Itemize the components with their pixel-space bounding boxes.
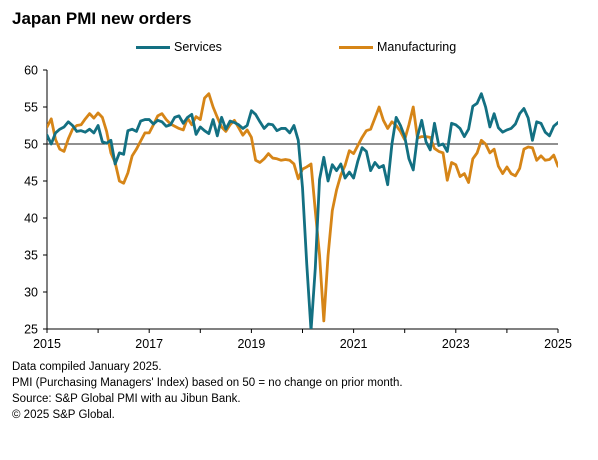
y-tick-label: 35 [24,249,38,263]
chart-title: Japan PMI new orders [12,9,192,28]
legend-item-services: Services [136,40,222,54]
y-tick-label: 50 [24,138,38,152]
note-line: Source: S&P Global PMI with au Jibun Ban… [12,393,241,405]
y-tick-label: 60 [24,64,38,78]
legend-label-services: Services [174,40,222,54]
y-tick-label: 30 [24,286,38,300]
legend-swatch-manufacturing [339,45,373,49]
note-line: Data compiled January 2025. [12,361,162,373]
series-line-manufacturing [47,92,558,323]
x-tick-label: 2023 [442,337,470,351]
x-tick-label: 2019 [237,337,265,351]
x-tick-label: 2015 [33,337,61,351]
y-tick-label: 55 [24,101,38,115]
note-line: PMI (Purchasing Managers' Index) based o… [12,377,403,389]
x-tick-label: 2021 [340,337,368,351]
chart-notes: Data compiled January 2025. PMI (Purchas… [12,359,403,423]
legend-swatch-services [136,45,170,49]
series-line-services [47,92,558,329]
y-tick-label: 45 [24,175,38,189]
y-tick-label: 40 [24,212,38,226]
y-tick-label: 25 [24,323,38,337]
note-line: © 2025 S&P Global. [12,409,115,421]
x-tick-label: 2017 [135,337,163,351]
legend-item-manufacturing: Manufacturing [339,40,456,54]
chart-legend: Services Manufacturing [0,40,598,58]
legend-label-manufacturing: Manufacturing [377,40,457,54]
x-tick-label: 2025 [544,337,572,351]
